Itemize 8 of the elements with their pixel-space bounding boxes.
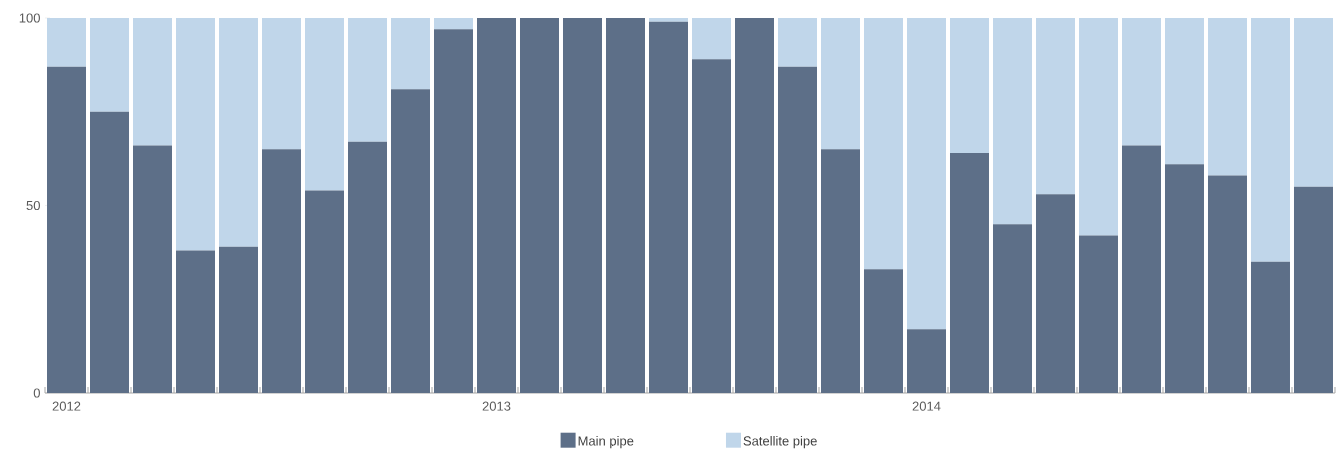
y-tick-label: 100 bbox=[19, 13, 40, 23]
x-tick-label: 2013 bbox=[482, 401, 511, 411]
x-tick-label: 2014 bbox=[912, 401, 941, 411]
y-tick-label: 0 bbox=[33, 388, 40, 398]
legend-label: Satellite pipe bbox=[743, 436, 817, 449]
y-tick-label: 50 bbox=[26, 200, 40, 211]
legend-label: Main pipe bbox=[578, 436, 634, 449]
x-tick-label: 2012 bbox=[52, 401, 81, 411]
